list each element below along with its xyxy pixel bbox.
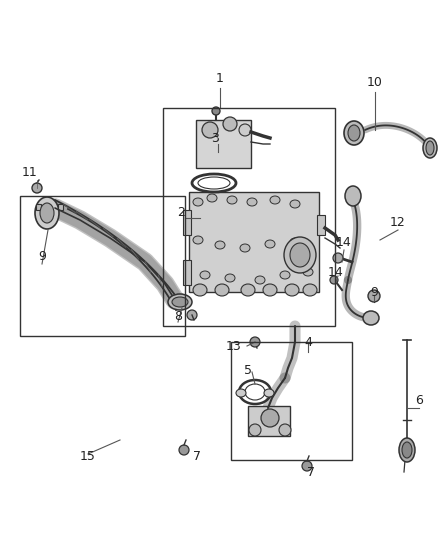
Ellipse shape	[223, 117, 237, 131]
Bar	[58, 204, 63, 210]
Ellipse shape	[303, 284, 317, 296]
Bar	[317, 215, 325, 235]
Text: 3: 3	[211, 132, 219, 144]
Ellipse shape	[290, 238, 300, 246]
Text: 8: 8	[174, 310, 182, 322]
Ellipse shape	[40, 203, 54, 223]
Ellipse shape	[227, 196, 237, 204]
Ellipse shape	[32, 183, 42, 193]
Ellipse shape	[172, 297, 188, 307]
Text: 11: 11	[22, 166, 38, 179]
Ellipse shape	[240, 244, 250, 252]
Ellipse shape	[168, 294, 192, 310]
Text: 13: 13	[226, 340, 242, 352]
Ellipse shape	[264, 389, 274, 397]
Ellipse shape	[402, 442, 412, 458]
Ellipse shape	[212, 107, 220, 115]
Bar	[231, 342, 352, 460]
Ellipse shape	[302, 461, 312, 471]
Text: 7: 7	[307, 465, 315, 479]
Ellipse shape	[348, 125, 360, 141]
Ellipse shape	[263, 284, 277, 296]
Ellipse shape	[426, 141, 434, 155]
Bar	[36, 204, 41, 210]
Ellipse shape	[270, 196, 280, 204]
Bar	[248, 406, 290, 436]
Ellipse shape	[279, 424, 291, 436]
Ellipse shape	[399, 438, 415, 462]
Ellipse shape	[290, 200, 300, 208]
Text: 6: 6	[415, 393, 423, 407]
Ellipse shape	[290, 243, 310, 267]
Ellipse shape	[193, 198, 203, 206]
Text: 9: 9	[370, 286, 378, 298]
Ellipse shape	[239, 124, 251, 136]
Ellipse shape	[423, 138, 437, 158]
Bar	[20, 196, 185, 336]
Text: 15: 15	[80, 449, 96, 463]
Ellipse shape	[250, 337, 260, 347]
Ellipse shape	[236, 389, 246, 397]
Text: 14: 14	[328, 265, 344, 279]
Ellipse shape	[225, 274, 235, 282]
Text: 12: 12	[390, 215, 406, 229]
Ellipse shape	[333, 253, 343, 263]
Ellipse shape	[200, 271, 210, 279]
Text: 7: 7	[193, 449, 201, 463]
Ellipse shape	[284, 237, 316, 273]
Text: 5: 5	[244, 364, 252, 376]
Ellipse shape	[363, 311, 379, 325]
Ellipse shape	[202, 122, 218, 138]
Ellipse shape	[249, 424, 261, 436]
Text: 1: 1	[216, 71, 224, 85]
Ellipse shape	[215, 241, 225, 249]
Text: 9: 9	[38, 249, 46, 262]
Bar	[189, 192, 319, 292]
Ellipse shape	[368, 290, 380, 302]
Ellipse shape	[179, 445, 189, 455]
Ellipse shape	[207, 194, 217, 202]
Ellipse shape	[35, 197, 59, 229]
Bar	[163, 108, 335, 326]
Ellipse shape	[241, 284, 255, 296]
Ellipse shape	[187, 310, 197, 320]
Ellipse shape	[247, 198, 257, 206]
Ellipse shape	[215, 284, 229, 296]
Bar	[183, 260, 191, 285]
Bar	[196, 120, 251, 168]
Ellipse shape	[193, 284, 207, 296]
Ellipse shape	[344, 121, 364, 145]
Text: 14: 14	[336, 236, 352, 248]
Ellipse shape	[345, 186, 361, 206]
Ellipse shape	[265, 240, 275, 248]
Text: 2: 2	[177, 206, 185, 219]
Ellipse shape	[330, 276, 338, 284]
Ellipse shape	[280, 271, 290, 279]
Text: 4: 4	[304, 335, 312, 349]
Bar	[183, 210, 191, 235]
Ellipse shape	[261, 409, 279, 427]
Ellipse shape	[303, 268, 313, 276]
Ellipse shape	[193, 236, 203, 244]
Ellipse shape	[255, 276, 265, 284]
Ellipse shape	[285, 284, 299, 296]
Text: 10: 10	[367, 76, 383, 88]
